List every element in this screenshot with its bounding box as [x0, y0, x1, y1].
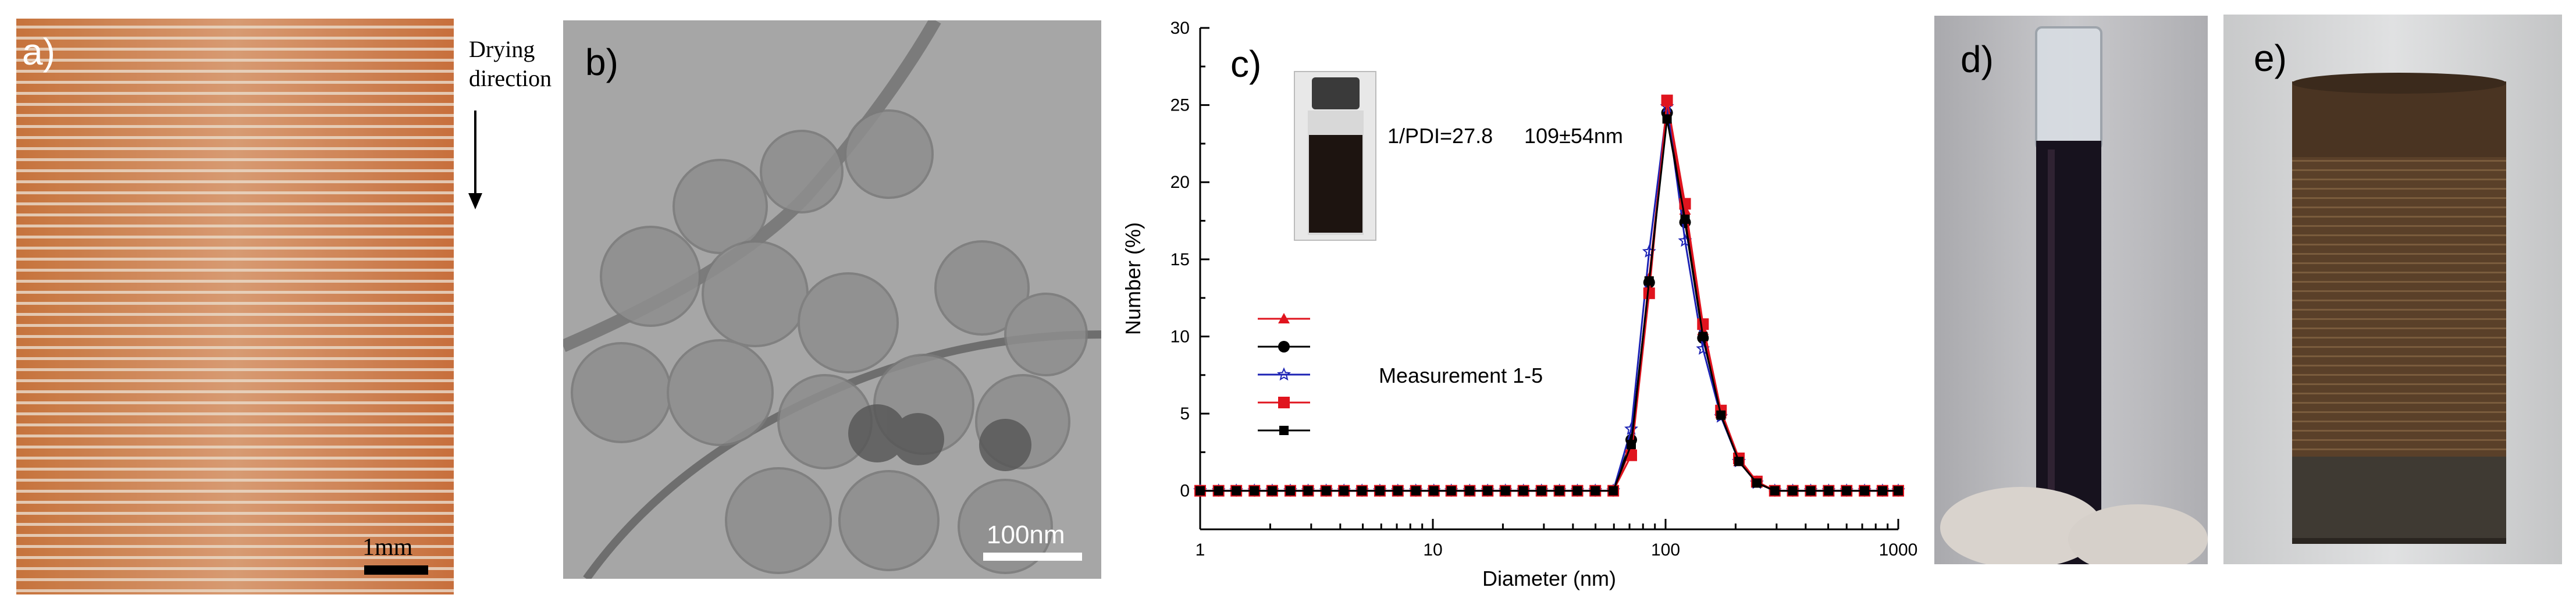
data-point — [1860, 486, 1870, 496]
panel-b-tem-image: b) 100nm — [563, 20, 1101, 579]
data-point — [1624, 421, 1638, 435]
panel-a-stripe-photo: a) 1mm — [16, 19, 454, 594]
data-point — [1465, 486, 1475, 496]
data-point — [1483, 486, 1493, 496]
data-point — [1321, 486, 1331, 496]
data-point — [1591, 486, 1600, 496]
data-point — [1643, 287, 1655, 300]
data-point — [1661, 94, 1673, 106]
y-tick-label: 25 — [1170, 96, 1190, 115]
data-point — [1278, 397, 1290, 408]
data-point — [1842, 486, 1852, 496]
x-tick-label: 1 — [1196, 540, 1205, 560]
data-point — [1393, 486, 1403, 496]
data-point — [1697, 318, 1709, 330]
y-tick-label: 0 — [1180, 482, 1190, 501]
panel-b-label: b) — [585, 41, 618, 83]
data-point — [1698, 332, 1708, 341]
drying-label-line1: Drying — [469, 36, 535, 62]
x-tick-label: 100 — [1651, 540, 1680, 560]
data-point — [1285, 486, 1295, 496]
data-point — [1277, 367, 1291, 381]
legend-caption: Measurement 1-5 — [1379, 364, 1543, 387]
data-point — [1644, 276, 1654, 286]
vial-inset-photo — [1294, 71, 1376, 241]
data-point — [1214, 486, 1223, 496]
y-axis-title: Number (%) — [1121, 222, 1145, 335]
data-point — [1375, 486, 1385, 496]
data-point — [1678, 233, 1692, 247]
data-point — [1788, 486, 1798, 496]
data-point — [1770, 486, 1780, 496]
tem-scale-bar-label: 100nm — [987, 521, 1065, 549]
x-axis-title: Diameter (nm) — [1482, 567, 1616, 590]
panel-c-chart: 1 10 100 1000 0 5 10 15 20 25 30 Diameter (nm) Nu… — [1105, 0, 1920, 616]
data-point — [1278, 341, 1290, 352]
data-point — [1572, 486, 1582, 496]
drying-direction-label: Drying direction — [469, 35, 552, 93]
data-point — [1626, 440, 1636, 450]
data-point — [1267, 486, 1277, 496]
panel-d-tube-photo: d) — [1934, 16, 2208, 564]
down-arrow-icon — [468, 111, 482, 209]
data-point — [1894, 486, 1903, 496]
data-point — [1357, 486, 1367, 496]
series-group — [1193, 94, 1905, 497]
panel-d-label: d) — [1961, 38, 1994, 80]
data-point — [1196, 486, 1205, 496]
data-point — [1303, 486, 1313, 496]
data-point — [1536, 486, 1546, 496]
y-tick-group: 0 5 10 15 20 25 30 — [1170, 19, 1209, 501]
data-point — [1662, 114, 1672, 124]
data-point — [1339, 486, 1349, 496]
data-point — [1232, 486, 1241, 496]
data-point — [1824, 486, 1834, 496]
tem-micrograph — [563, 20, 1101, 579]
panel-e-label: e) — [2254, 37, 2287, 79]
dls-size-chart: 1 10 100 1000 0 5 10 15 20 25 30 Diameter (nm) Nu… — [1121, 19, 1918, 590]
y-tick-label: 20 — [1170, 173, 1190, 192]
data-point — [1716, 410, 1726, 420]
data-point — [1877, 486, 1887, 496]
tube-photo — [1934, 16, 2208, 564]
data-point — [1250, 486, 1259, 496]
x-tick-group: 1 10 100 1000 — [1196, 519, 1918, 560]
data-point — [1518, 486, 1528, 496]
cylinder-photo — [2223, 15, 2562, 564]
pdi-annotation: 1/PDI=27.8 — [1387, 124, 1493, 148]
data-point — [1554, 486, 1564, 496]
y-tick-label: 10 — [1170, 327, 1190, 346]
data-point — [1752, 478, 1762, 488]
series-line — [1200, 119, 1898, 492]
stripe-photo — [16, 19, 454, 594]
panel-a-label: a) — [22, 31, 55, 73]
data-point — [1680, 214, 1690, 224]
data-point — [1411, 486, 1421, 496]
y-tick-label: 30 — [1170, 19, 1190, 38]
data-point — [1429, 486, 1439, 496]
data-point — [1278, 313, 1290, 323]
scale-bar-1mm — [364, 565, 428, 575]
data-point — [1446, 486, 1456, 496]
y-tick-label: 5 — [1180, 404, 1190, 423]
chart-legend — [1258, 313, 1310, 435]
size-annotation: 109±54nm — [1524, 124, 1623, 148]
x-tick-label: 1000 — [1879, 540, 1918, 560]
y-tick-label: 15 — [1170, 250, 1190, 269]
scale-bar-label: 1mm — [362, 534, 413, 561]
data-point — [1279, 426, 1289, 435]
chart-axes — [1199, 28, 1898, 530]
x-tick-label: 10 — [1423, 540, 1442, 560]
data-point — [1806, 486, 1816, 496]
panel-c-label: c) — [1230, 43, 1261, 85]
data-point — [1609, 486, 1618, 496]
drying-label-line2: direction — [469, 65, 552, 91]
data-point — [1500, 486, 1510, 496]
data-point — [1734, 457, 1744, 467]
panel-e-cylinder-photo: e) — [2223, 15, 2562, 564]
